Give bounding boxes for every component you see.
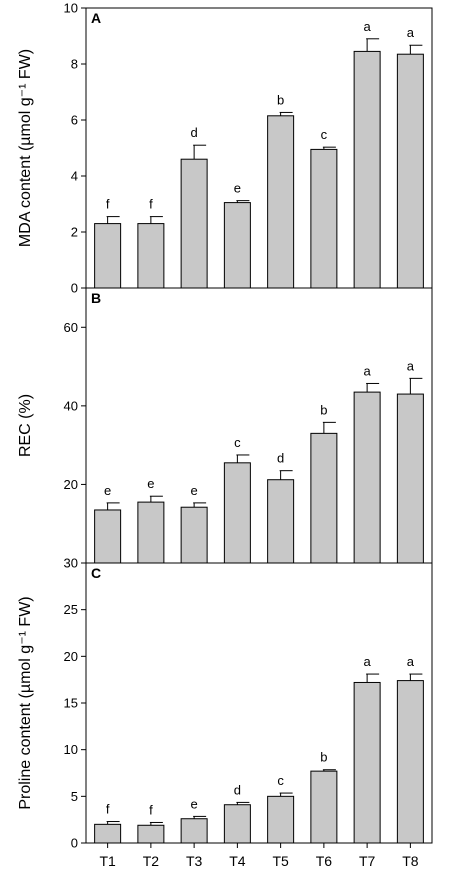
y-tick-label: 8 (71, 57, 78, 72)
y-tick-label: 30 (64, 556, 78, 571)
bar-t2 (137, 501, 165, 564)
y-tick-label: 20 (64, 649, 78, 664)
bar-t7 (353, 391, 381, 564)
x-tick-label: T1 (99, 853, 116, 869)
y-tick-label: 15 (64, 696, 78, 711)
bar-t4 (223, 462, 251, 564)
bar-t2 (137, 223, 165, 289)
significance-letter: a (407, 25, 415, 40)
significance-letter: d (191, 125, 198, 140)
x-tick-label: T8 (402, 853, 419, 869)
bar-t3 (180, 818, 208, 844)
bar-t5 (267, 479, 295, 564)
bar-t6 (310, 770, 338, 844)
significance-letter: d (234, 782, 241, 797)
significance-letter: a (364, 19, 372, 34)
bar-t4 (223, 202, 251, 289)
x-tick-label: T5 (272, 853, 289, 869)
bar-t2 (137, 824, 165, 844)
y-tick-label: 0 (71, 281, 78, 296)
y-axis-title: Proline content (µmol g⁻¹ FW) (17, 596, 34, 809)
y-tick-label: 10 (64, 742, 78, 757)
y-tick-label: 5 (71, 789, 78, 804)
significance-letter: d (277, 451, 284, 466)
significance-letter: f (149, 802, 153, 817)
panels: 0 2 4 6 8 10 MDA content (µmol g⁻¹ FW) Af f d e b c a… (17, 1, 433, 869)
significance-letter: f (106, 197, 110, 212)
y-tick-label: 6 (71, 113, 78, 128)
significance-letter: a (364, 363, 372, 378)
bar-t6 (310, 148, 338, 289)
y-tick-label: 20 (64, 477, 78, 492)
x-tick-label: T7 (359, 853, 376, 869)
panel-letter: A (91, 10, 101, 26)
panel-letter: B (91, 290, 101, 306)
y-tick-label: 25 (64, 602, 78, 617)
significance-letter: e (104, 483, 111, 498)
y-tick-label: 2 (71, 225, 78, 240)
significance-letter: e (191, 796, 198, 811)
significance-letter: b (320, 402, 327, 417)
y-tick-label: 0 (71, 836, 78, 851)
significance-letter: a (407, 358, 415, 373)
bar-t1 (94, 223, 122, 289)
y-axis-title: REC (%) (17, 394, 34, 457)
y-tick-label: 10 (64, 1, 78, 16)
significance-letter: a (364, 654, 372, 669)
bar-t8 (396, 680, 424, 844)
x-tick-label: T6 (316, 853, 333, 869)
significance-letter: c (277, 773, 284, 788)
y-tick-label: 60 (64, 320, 78, 335)
bar-t6 (310, 432, 338, 564)
significance-letter: e (191, 483, 198, 498)
bar-t1 (94, 823, 122, 844)
chart-panel-c: 0 5 10 15 20 25 30 Proline content (µmol g⁻¹ FW… (17, 556, 433, 869)
significance-letter: e (234, 181, 241, 196)
y-tick-label: 4 (71, 169, 78, 184)
x-tick-label: T2 (143, 853, 160, 869)
significance-letter: f (106, 802, 110, 817)
x-tick-label: T3 (186, 853, 203, 869)
significance-letter: c (234, 435, 241, 450)
significance-letter: e (147, 476, 154, 491)
significance-letter: b (320, 750, 327, 765)
significance-letter: b (277, 92, 284, 107)
bar-t8 (396, 53, 424, 289)
bar-t3 (180, 506, 208, 564)
bar-t4 (223, 804, 251, 844)
significance-letter: a (407, 654, 415, 669)
bar-t7 (353, 681, 381, 844)
x-tick-label: T4 (229, 853, 246, 869)
bar-t8 (396, 393, 424, 564)
y-axis-title: MDA content (µmol g⁻¹ FW) (17, 49, 34, 247)
y-tick-label: 40 (64, 398, 78, 413)
bar-t5 (267, 115, 295, 289)
bar-t7 (353, 50, 381, 289)
bar-t5 (267, 795, 295, 844)
bar-t1 (94, 509, 122, 564)
chart-panel-b: 20 40 60 REC (%) Be e e c d b a a (17, 287, 433, 564)
bar-t3 (180, 158, 208, 289)
significance-letter: f (149, 197, 153, 212)
chart-panel-a: 0 2 4 6 8 10 MDA content (µmol g⁻¹ FW) Af f d e b c a… (17, 1, 433, 296)
significance-letter: c (321, 127, 328, 142)
panel-letter: C (91, 565, 101, 581)
